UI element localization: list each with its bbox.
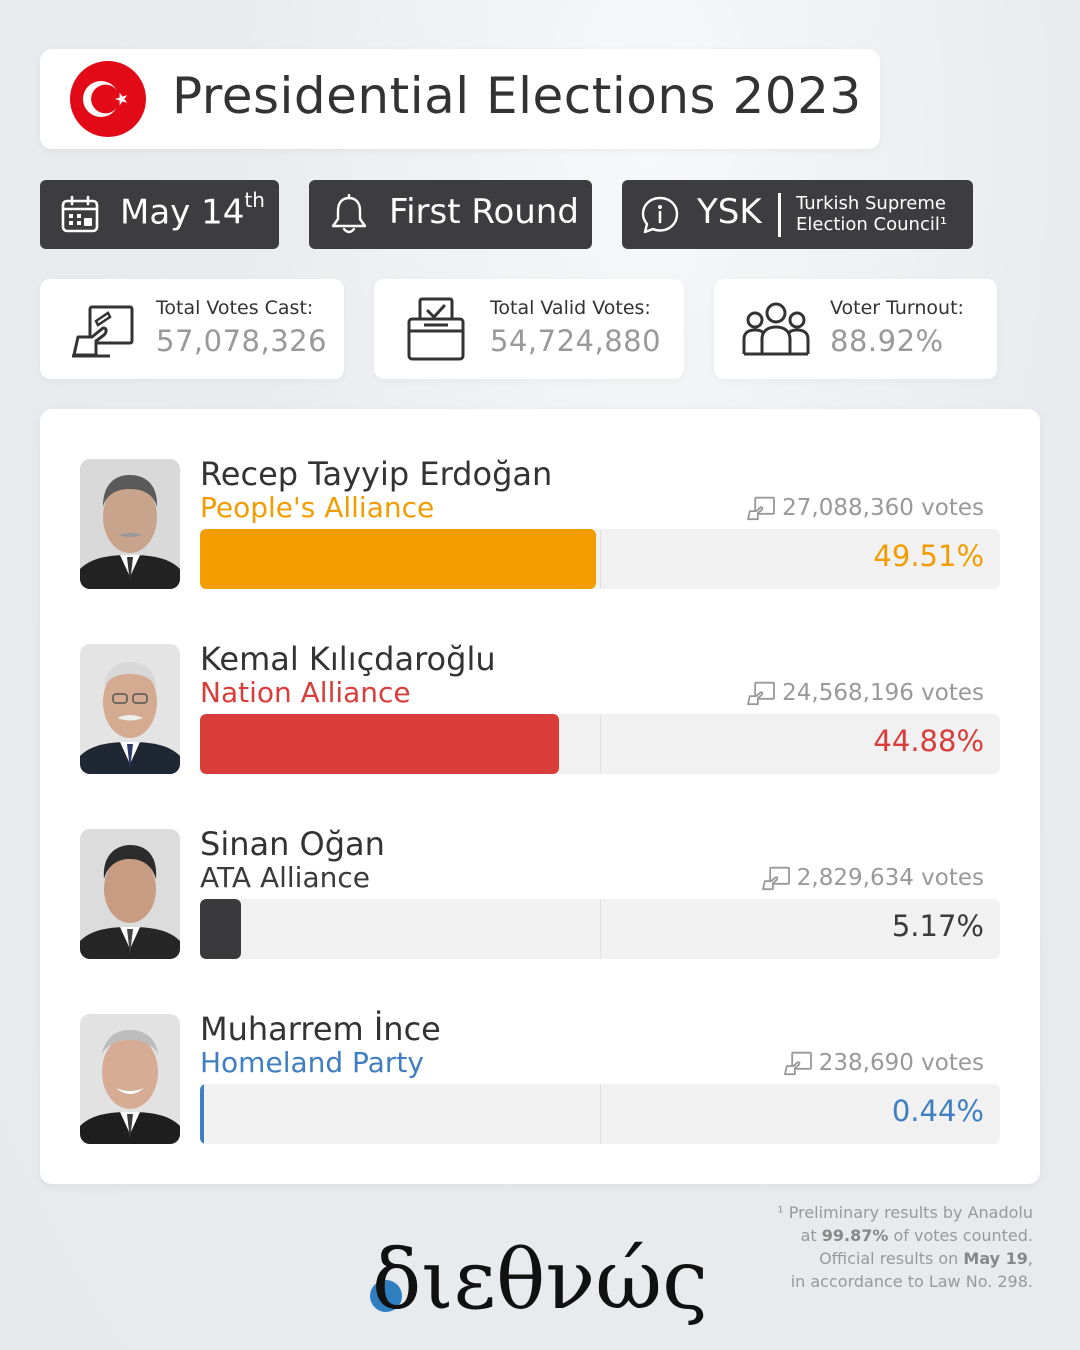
footnote-line-3: Official results on May 19,	[819, 1249, 1033, 1268]
candidate-name: Sinan Oğan	[200, 825, 385, 863]
bar-track	[200, 529, 1000, 589]
info-icon	[641, 196, 679, 234]
midline	[600, 714, 601, 774]
source-abbr: YSK	[697, 192, 762, 232]
bar-track	[200, 899, 1000, 959]
midline	[600, 1084, 601, 1144]
turnout-label: Voter Turnout:	[830, 297, 964, 319]
calendar-icon	[61, 195, 99, 233]
round-label: First Round	[389, 192, 579, 232]
valid-votes-value: 54,724,880	[490, 324, 662, 358]
stat-total-votes: Total Votes Cast: 57,078,326	[40, 279, 344, 379]
midline	[600, 529, 601, 589]
footnote: ¹ Preliminary results by Anadolu at 99.8…	[777, 1201, 1033, 1293]
date-suffix: th	[244, 188, 265, 212]
ballot-hand-icon	[783, 1051, 812, 1076]
candidate-photo	[80, 459, 180, 589]
ballot-hand-icon	[761, 866, 790, 891]
candidate-party: People's Alliance	[200, 491, 435, 524]
candidate-photo	[80, 644, 180, 774]
source-divider	[778, 193, 781, 237]
midline	[600, 899, 601, 959]
ballot-hand-icon	[72, 305, 134, 358]
candidate-party: Nation Alliance	[200, 676, 411, 709]
valid-votes-label: Total Valid Votes:	[490, 297, 651, 319]
footnote-line-2: at 99.87% of votes counted.	[800, 1226, 1033, 1245]
turnout-value: 88.92%	[830, 324, 944, 358]
candidate-row: Kemal Kılıçdaroğlu Nation Alliance 24,56…	[40, 640, 1040, 774]
candidate-votes: 238,690 votes	[783, 1050, 984, 1076]
votes-count: 238,690 votes	[818, 1050, 984, 1076]
footnote-line-1: ¹ Preliminary results by Anadolu	[777, 1203, 1033, 1222]
candidate-name: Kemal Kılıçdaroğlu	[200, 640, 496, 678]
diethnos-logo: διεθνώς	[370, 1233, 708, 1328]
bar-fill	[200, 899, 241, 959]
candidate-party: Homeland Party	[200, 1046, 424, 1079]
bar-fill	[200, 529, 596, 589]
percent-label: 0.44%	[891, 1094, 984, 1128]
bar-fill	[200, 714, 559, 774]
candidate-row: Sinan Oğan ATA Alliance 2,829,634 votes …	[40, 825, 1040, 959]
round-pill: First Round	[309, 180, 592, 249]
logo-text: διεθνώς	[372, 1233, 708, 1328]
ballot-hand-icon	[747, 496, 776, 521]
ballot-box-icon	[407, 297, 465, 361]
percent-label: 44.88%	[873, 724, 984, 758]
title-card: Presidential Elections 2023	[40, 49, 880, 149]
candidate-votes: 24,568,196 votes	[746, 680, 984, 706]
people-icon	[742, 302, 810, 356]
results-panel: Recep Tayyip Erdoğan People's Alliance 2…	[40, 409, 1040, 1184]
total-votes-value: 57,078,326	[156, 324, 328, 358]
stat-turnout: Voter Turnout: 88.92%	[714, 279, 997, 379]
ballot-hand-icon	[747, 681, 776, 706]
bell-icon	[331, 194, 367, 234]
date-pill: May 14th	[40, 180, 279, 249]
source-fullname: Turkish Supreme Election Council¹	[796, 193, 947, 235]
percent-label: 5.17%	[891, 909, 984, 943]
votes-count: 24,568,196 votes	[782, 680, 984, 706]
page-title: Presidential Elections 2023	[172, 67, 862, 125]
total-votes-label: Total Votes Cast:	[156, 297, 314, 319]
candidate-name: Recep Tayyip Erdoğan	[200, 455, 553, 493]
bar-fill	[200, 1084, 204, 1144]
candidate-name: Muharrem İnce	[200, 1010, 441, 1048]
turkey-flag-icon	[70, 61, 146, 137]
source-line-1: Turkish Supreme	[796, 193, 946, 214]
candidate-row: Recep Tayyip Erdoğan People's Alliance 2…	[40, 455, 1040, 589]
candidate-photo	[80, 1014, 180, 1144]
candidate-votes: 2,829,634 votes	[761, 865, 984, 891]
candidate-votes: 27,088,360 votes	[746, 495, 984, 521]
bar-track	[200, 714, 1000, 774]
date-label: May 14	[120, 192, 245, 233]
footnote-line-4: in accordance to Law No. 298.	[790, 1272, 1033, 1291]
percent-label: 49.51%	[873, 539, 984, 573]
candidate-photo	[80, 829, 180, 959]
candidate-party: ATA Alliance	[200, 861, 370, 894]
bar-track	[200, 1084, 1000, 1144]
candidate-row: Muharrem İnce Homeland Party 238,690 vot…	[40, 1010, 1040, 1144]
source-pill: YSK Turkish Supreme Election Council¹	[622, 180, 973, 249]
stat-valid-votes: Total Valid Votes: 54,724,880	[374, 279, 684, 379]
votes-count: 27,088,360 votes	[782, 495, 984, 521]
source-line-2: Election Council¹	[796, 214, 948, 235]
votes-count: 2,829,634 votes	[796, 865, 984, 891]
